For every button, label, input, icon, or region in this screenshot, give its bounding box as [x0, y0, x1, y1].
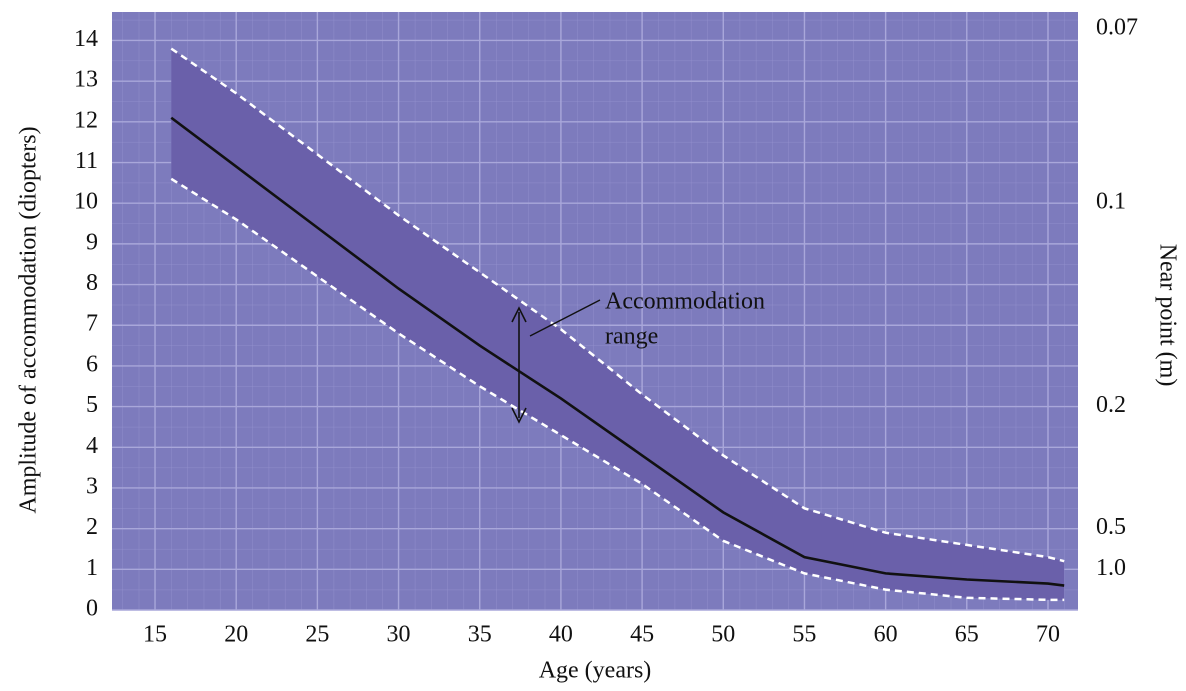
x-tick-label: 65 — [955, 622, 979, 648]
x-tick-label: 15 — [143, 622, 167, 648]
arrow-heads — [511, 306, 527, 424]
x-tick-label: 30 — [387, 622, 411, 648]
y-tick-label: 3 — [86, 473, 98, 499]
y-tick-label: 0 — [86, 596, 98, 622]
annotation-pointer — [529, 299, 601, 337]
y2-tick-label: 0.5 — [1096, 514, 1126, 540]
y2-tick-label: 0.1 — [1096, 189, 1126, 215]
x-tick-label: 35 — [468, 622, 492, 648]
x-tick-label: 60 — [874, 622, 898, 648]
y-tick-label: 13 — [74, 67, 98, 93]
y-tick-label: 4 — [86, 433, 98, 459]
plot-layer — [112, 12, 1078, 611]
x-tick-label: 40 — [549, 622, 573, 648]
minor-grid — [112, 12, 1078, 610]
series-line — [170, 116, 1065, 587]
x-tick-label: 20 — [224, 622, 248, 648]
y-tick-label: 5 — [86, 392, 98, 418]
y-tick-label: 12 — [74, 107, 98, 133]
x-axis-label: Age (years) — [539, 658, 652, 684]
y-tick-label: 14 — [74, 26, 98, 52]
annotation-text: Accommodation — [605, 289, 765, 315]
y-tick-label: 6 — [86, 351, 98, 377]
x-tick-label: 70 — [1036, 622, 1060, 648]
y-tick-label: 1 — [86, 555, 98, 581]
y2-tick-label: 0.07 — [1096, 14, 1138, 40]
y-tick-label: 2 — [86, 514, 98, 540]
x-tick-label: 50 — [711, 622, 735, 648]
y-tick-label: 7 — [86, 311, 98, 337]
x-tick-label: 45 — [630, 622, 654, 648]
y-tick-label: 11 — [75, 148, 98, 174]
x-tick-label: 25 — [305, 622, 329, 648]
y-tick-label: 8 — [86, 270, 98, 296]
y-tick-label: 9 — [86, 229, 98, 255]
y2-tick-label: 1.0 — [1096, 555, 1126, 581]
y-axis-label: Amplitude of accommodation (diopters) — [16, 126, 42, 513]
series-line — [170, 47, 1065, 563]
x-tick-label: 55 — [792, 622, 816, 648]
y2-axis-label: Near point (m) — [1154, 244, 1180, 387]
y-tick-label: 10 — [74, 189, 98, 215]
annotation: Accommodation range — [511, 289, 765, 424]
y2-tick-label: 0.2 — [1096, 392, 1126, 418]
annotation-text: range — [605, 324, 658, 350]
series-line — [170, 177, 1065, 602]
